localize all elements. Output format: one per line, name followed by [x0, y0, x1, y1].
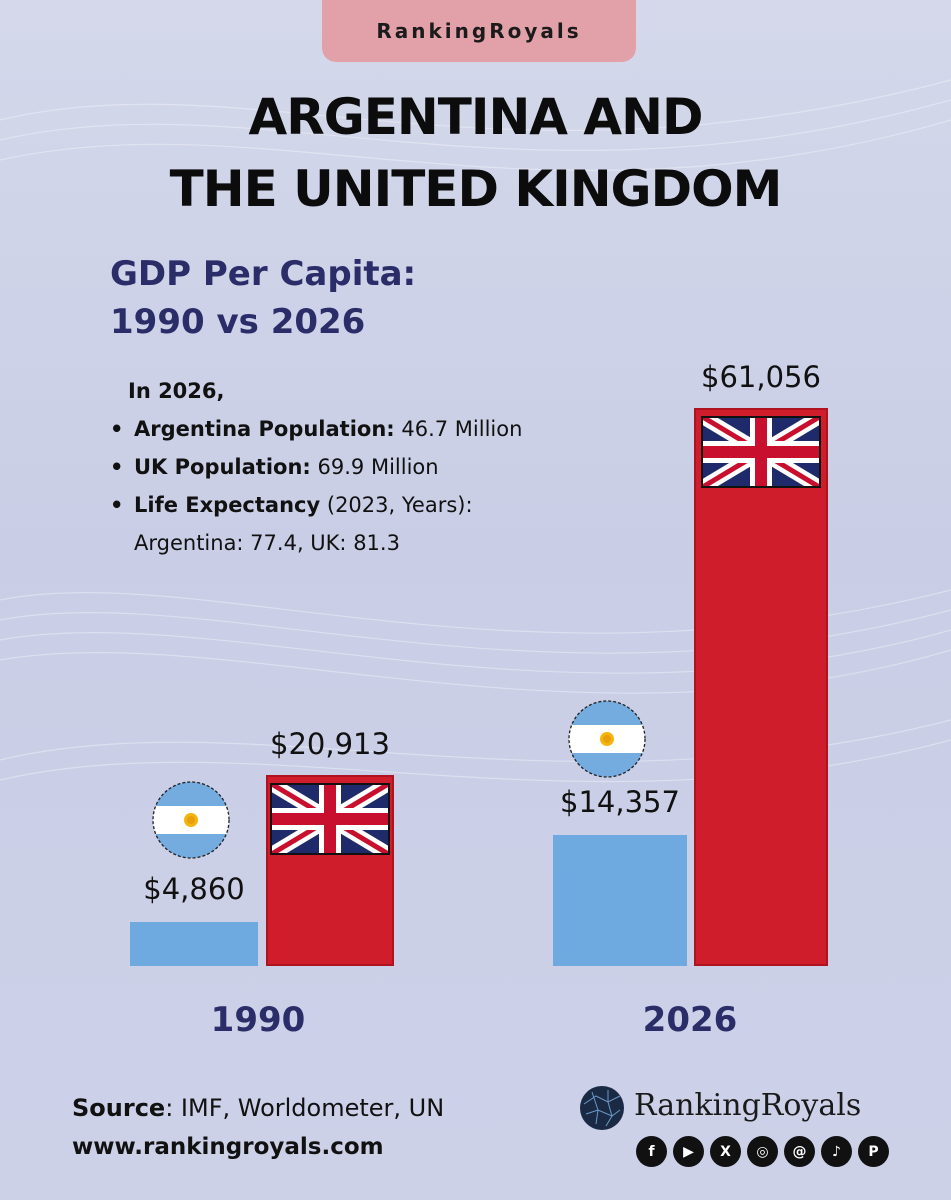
pinterest-icon[interactable]: P [858, 1136, 889, 1167]
data-label-argentina-1990: $4,860 [143, 871, 245, 906]
page-title-line1: ARGENTINA AND [248, 88, 704, 146]
source-text: : IMF, Worldometer, UN [165, 1094, 445, 1122]
x-tick-label-2026: 2026 [642, 1000, 738, 1040]
fact-label: Life Expectancy [134, 493, 321, 517]
data-label-uk-2026: $61,056 [701, 360, 821, 394]
bar-argentina-1990 [130, 921, 258, 966]
source-line: Source: IMF, Worldometer, UN [72, 1094, 444, 1122]
youtube-icon[interactable]: ▶ [673, 1136, 704, 1167]
x-icon[interactable]: X [710, 1136, 741, 1167]
bullet-icon: • [110, 417, 124, 441]
data-label-argentina-2026: $14,357 [560, 784, 680, 819]
page-title-line2: THE UNITED KINGDOM [169, 160, 783, 218]
facebook-icon[interactable]: f [636, 1136, 667, 1167]
fact-uk-population: • UK Population: 69.9 Million [108, 448, 668, 486]
subtitle-line2: 1990 vs 2026 [110, 302, 366, 342]
globe-logo-icon [580, 1086, 624, 1130]
logo-wordmark: RankingRoyals [634, 1088, 862, 1123]
chart-subtitle: GDP Per Capita: 1990 vs 2026 [110, 250, 610, 346]
bullet-icon: • [110, 455, 124, 479]
fact-value: 69.9 Million [317, 455, 439, 479]
bullet-icon: • [110, 493, 124, 517]
source-label: Source [72, 1094, 166, 1122]
fact-note: (2023, Years): [326, 493, 473, 517]
social-icons: f ▶ X ◎ @ ♪ P [636, 1136, 889, 1167]
instagram-icon[interactable]: ◎ [747, 1136, 778, 1167]
website-link[interactable]: www.rankingroyals.com [72, 1134, 384, 1160]
data-label-uk-1990: $20,913 [270, 726, 390, 761]
fact-value: 46.7 Million [401, 417, 523, 441]
uk-flag-icon [270, 782, 390, 855]
tiktok-icon[interactable]: ♪ [821, 1136, 852, 1167]
x-tick-label-1990: 1990 [210, 1000, 306, 1040]
argentina-flag-icon [568, 700, 646, 778]
argentina-flag-icon [152, 780, 230, 859]
facts-heading: In 2026, [128, 379, 225, 403]
uk-flag-icon [701, 416, 821, 488]
bar-argentina-2026 [553, 834, 687, 966]
subtitle-line1: GDP Per Capita: [110, 254, 417, 294]
threads-icon[interactable]: @ [784, 1136, 815, 1167]
fact-label: Argentina Population: [134, 417, 395, 441]
fact-life-values: Argentina: 77.4, UK: 81.3 [134, 531, 400, 555]
brand-tab: RankingRoyals [322, 0, 636, 62]
fact-label: UK Population: [134, 455, 311, 479]
facts-panel: In 2026, • Argentina Population: 46.7 Mi… [108, 372, 668, 562]
brand-tab-label: RankingRoyals [376, 19, 582, 43]
bar-uk-2026 [694, 408, 828, 966]
fact-argentina-population: • Argentina Population: 46.7 Million [108, 410, 668, 448]
fact-life-expectancy: • Life Expectancy (2023, Years): [108, 486, 668, 524]
